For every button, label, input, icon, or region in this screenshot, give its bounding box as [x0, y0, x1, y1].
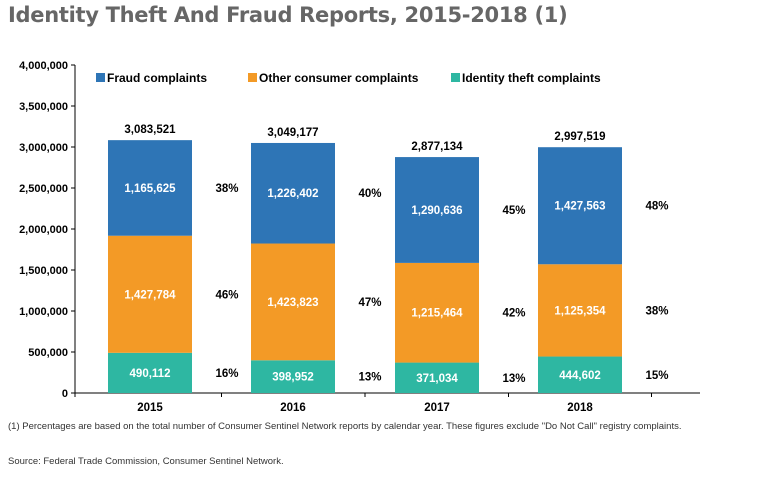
- percent-label: 13%: [358, 372, 381, 384]
- stacked-bar-chart: 0 500,000 1,000,000 1,500,000 2,000,000 2,500…: [19, 60, 700, 414]
- percent-label: 47%: [358, 297, 381, 309]
- x-tick-label: 2017: [424, 402, 450, 414]
- y-tick-label: 1,000,000: [19, 306, 68, 318]
- bar-segment-other: [538, 264, 622, 357]
- bar-total-label: 2,997,519: [554, 131, 605, 143]
- bar-value-label: 1,423,823: [267, 297, 318, 309]
- y-tick-label: 4,000,000: [19, 60, 68, 72]
- percent-label: 42%: [502, 308, 525, 320]
- chart-title: Identity Theft And Fraud Reports, 2015-2…: [8, 3, 568, 27]
- y-tick-label: 3,500,000: [19, 101, 68, 113]
- legend-swatch-fraud: [96, 73, 105, 82]
- bar-segment-other: [251, 243, 335, 361]
- bar-segment-identity: [538, 356, 622, 393]
- x-tick-label: 2015: [137, 402, 163, 414]
- percent-label: 45%: [502, 205, 525, 217]
- percent-label: 16%: [215, 368, 238, 380]
- percent-label: 38%: [645, 305, 668, 317]
- bar-value-label: 490,112: [130, 368, 171, 380]
- bar-value-label: 398,952: [272, 372, 314, 384]
- source-note: Source: Federal Trade Commission, Consum…: [8, 456, 284, 467]
- bar-value-label: 1,290,636: [411, 205, 462, 217]
- legend-label: Identity theft complaints: [462, 71, 601, 85]
- bar-segment-identity: [108, 352, 192, 393]
- percent-label: 38%: [215, 183, 238, 195]
- bar-segment-identity: [251, 360, 335, 393]
- bar-total-label: 2,877,134: [411, 141, 463, 153]
- percent-label: 15%: [645, 370, 668, 382]
- bar-value-label: 444,602: [559, 370, 601, 382]
- y-tick-label: 2,500,000: [19, 183, 68, 195]
- bar-segment-other: [395, 262, 479, 363]
- x-tick-label: 2018: [567, 402, 593, 414]
- bar-segment-fraud: [251, 142, 335, 244]
- bar-total-label: 3,083,521: [124, 124, 176, 136]
- footnote: (1) Percentages are based on the total n…: [8, 421, 682, 432]
- y-tick-label: 3,000,000: [19, 142, 68, 154]
- y-tick-label: 500,000: [28, 347, 68, 359]
- bar-segment-other: [108, 235, 192, 353]
- legend-swatch-other: [248, 73, 257, 82]
- legend-label: Fraud complaints: [107, 71, 207, 85]
- y-tick-label: 0: [62, 388, 68, 400]
- bar-segment-identity: [395, 362, 479, 393]
- percent-label: 40%: [358, 188, 381, 200]
- bar-value-label: 1,215,464: [411, 308, 463, 320]
- legend-label: Other consumer complaints: [259, 71, 419, 85]
- bar-value-label: 371,034: [416, 373, 458, 385]
- y-tick-label: 2,000,000: [19, 224, 68, 236]
- y-tick-label: 1,500,000: [19, 265, 68, 277]
- bar-value-label: 1,427,784: [124, 289, 176, 301]
- bar-segment-fraud: [395, 157, 479, 263]
- bar-segment-fraud: [538, 147, 622, 265]
- bar-value-label: 1,226,402: [267, 188, 318, 200]
- x-tick-label: 2016: [280, 402, 306, 414]
- bar-total-label: 3,049,177: [267, 127, 318, 139]
- percent-label: 46%: [215, 289, 238, 301]
- percent-label: 13%: [502, 373, 525, 385]
- legend-swatch-identity: [451, 73, 460, 82]
- bar-value-label: 1,165,625: [124, 183, 176, 195]
- percent-label: 48%: [645, 201, 668, 213]
- bar-value-label: 1,125,354: [554, 305, 606, 317]
- bar-value-label: 1,427,563: [554, 201, 605, 213]
- bar-segment-fraud: [108, 140, 192, 236]
